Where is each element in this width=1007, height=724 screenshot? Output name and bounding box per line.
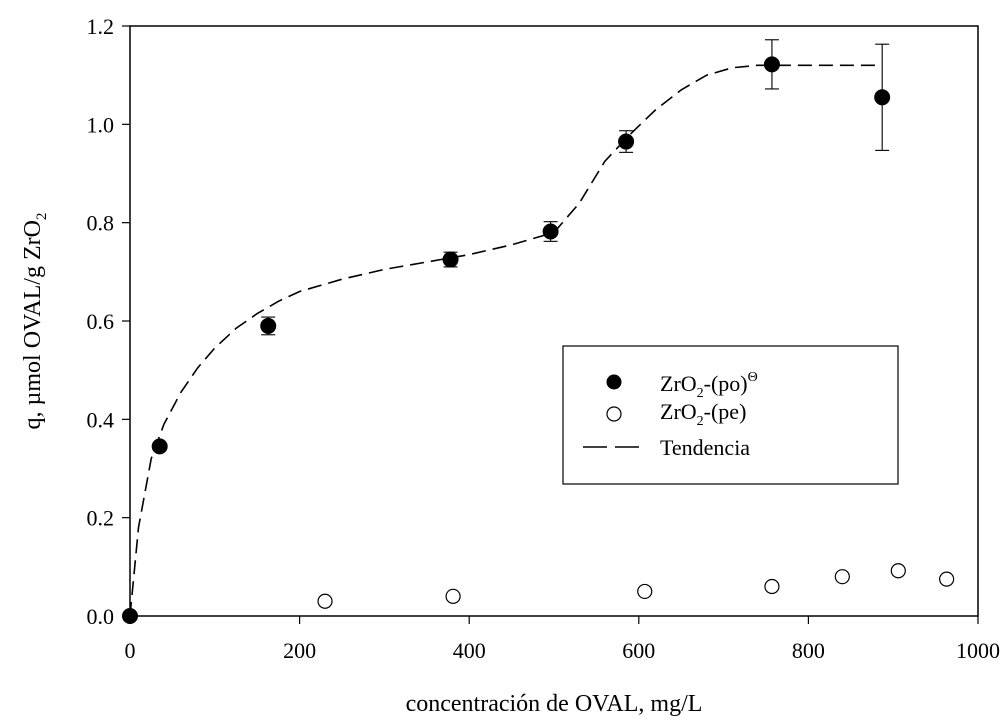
data-point-filled (542, 223, 559, 240)
legend-label: Tendencia (660, 435, 750, 460)
y-axis-title-main: q, µmol OVAL/g ZrO (20, 220, 46, 429)
legend-marker-filled-circle (606, 374, 622, 390)
x-tick-label: 1000 (956, 638, 1000, 663)
x-tick-label: 0 (125, 638, 136, 663)
legend-label: ZrO2-(pe) (660, 399, 746, 429)
legend-label-base: ZrO (660, 399, 697, 424)
legend-label-rest: -(pe) (704, 399, 747, 424)
y-tick-label: 0.6 (87, 309, 115, 334)
data-point-filled (763, 56, 780, 73)
legend-label-base: Tendencia (660, 435, 750, 460)
legend-label-sup: Θ (748, 370, 758, 385)
x-tick-label: 200 (283, 638, 316, 663)
data-point-filled (151, 438, 168, 455)
data-point-open (764, 578, 780, 595)
x-tick-label: 800 (792, 638, 825, 663)
legend-label-rest: -(po) (704, 371, 748, 396)
data-point-filled (618, 133, 635, 150)
y-tick-label: 0.8 (87, 211, 115, 236)
legend-label-sub: 2 (697, 386, 704, 401)
y-tick-label: 0.0 (87, 604, 115, 629)
data-point-filled (260, 317, 277, 334)
y-axis-title: q, µmol OVAL/g ZrO2 (20, 213, 50, 430)
data-point-open (939, 571, 955, 587)
data-point-open (445, 588, 461, 604)
data-point-open (890, 563, 906, 579)
x-tick-label: 600 (622, 638, 655, 663)
x-axis-title: concentración de OVAL, mg/L (406, 691, 703, 717)
data-point-filled (874, 89, 891, 106)
trend-line (129, 64, 883, 617)
y-tick-label: 0.4 (87, 407, 115, 432)
x-tick-label: 400 (453, 638, 486, 663)
y-tick-label: 1.0 (87, 112, 115, 137)
data-point-open (637, 583, 653, 600)
data-point-filled (122, 608, 138, 624)
plot-frame (129, 25, 979, 617)
x-axis-ticks: 0 200 400 600 800 1000 (125, 616, 1000, 663)
data-point-open (834, 569, 850, 585)
data-marks (122, 39, 955, 624)
legend-label-base: ZrO (660, 371, 697, 396)
legend-label-sub: 2 (697, 414, 704, 429)
data-point-filled (442, 251, 459, 268)
y-tick-label: 0.2 (87, 506, 115, 531)
y-axis-ticks: 0.0 0.2 0.4 0.6 0.8 1.0 1.2 (87, 14, 130, 629)
legend-marker-open-circle (606, 406, 622, 422)
data-point-open (317, 593, 333, 609)
y-axis-title-sub: 2 (34, 213, 50, 221)
legend-label: ZrO2-(po)Θ (660, 370, 758, 401)
y-tick-label: 1.2 (87, 14, 115, 39)
